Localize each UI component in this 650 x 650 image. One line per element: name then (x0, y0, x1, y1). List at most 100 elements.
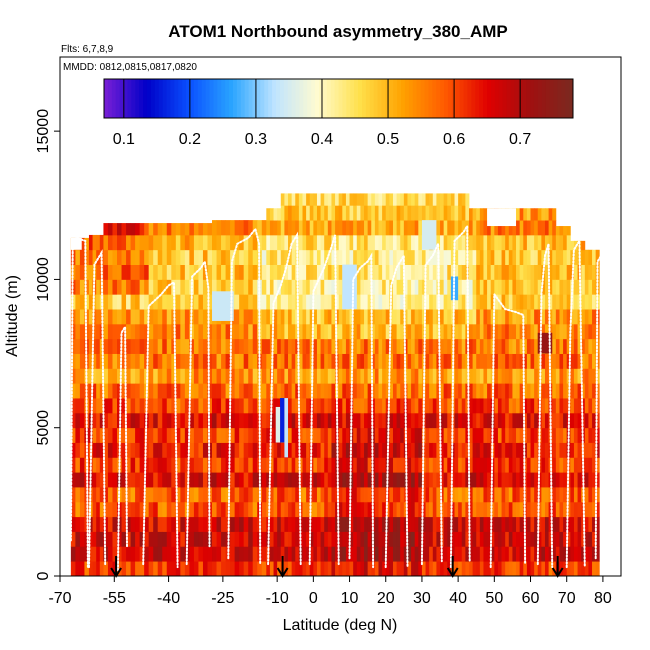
heatmap-cell (512, 234, 517, 251)
heatmap-cell (126, 531, 131, 547)
heatmap-cell (171, 501, 177, 518)
heatmap-cell (212, 412, 217, 429)
colorbar-swatch (498, 79, 504, 118)
heatmap-cell (559, 427, 564, 443)
heatmap-cell (234, 368, 240, 384)
heatmap-cell (112, 398, 118, 414)
heatmap-cell (468, 472, 474, 488)
heatmap-cell (407, 531, 412, 547)
heatmap-cell (298, 561, 303, 576)
heatmap-cell (175, 516, 181, 532)
heatmap-cell (461, 501, 466, 518)
heatmap-cell (584, 368, 589, 384)
heatmap-cell (472, 383, 477, 399)
heatmap-cell (414, 412, 419, 429)
heatmap-cell (487, 249, 492, 265)
heatmap-cell (331, 193, 336, 206)
heatmap-cell (248, 353, 254, 369)
heatmap-cell (526, 531, 531, 547)
heatmap-cell (175, 383, 181, 399)
heatmap-cell (541, 279, 546, 295)
heatmap-cell (400, 294, 405, 310)
heatmap-cell (461, 264, 466, 280)
heatmap-cell (252, 368, 258, 384)
heatmap-cell (180, 487, 186, 503)
heatmap-cell (288, 561, 293, 576)
heatmap-cell (324, 561, 329, 576)
heatmap-cell (595, 427, 600, 443)
heatmap-cell (189, 501, 195, 518)
heatmap-cell (570, 546, 575, 562)
heatmap-cell (112, 427, 118, 443)
colorbar-swatch (526, 79, 531, 118)
heatmap-cell (534, 208, 539, 221)
heatmap-cell (443, 279, 448, 295)
heatmap-cell (175, 294, 181, 310)
colorbar-swatch (506, 79, 511, 118)
heatmap-cell (566, 487, 571, 503)
colorbar-swatch (279, 79, 285, 118)
heatmap-cell (468, 368, 474, 384)
heatmap-cell (153, 516, 159, 532)
heatmap-cell (523, 294, 528, 310)
heatmap-cell (162, 368, 168, 384)
heatmap-cell (490, 516, 495, 532)
heatmap-cell (544, 561, 550, 576)
heatmap-cell (385, 368, 390, 384)
heatmap-cell (107, 294, 113, 310)
heatmap-cell (555, 412, 560, 429)
heatmap-cell (382, 487, 387, 503)
colorbar-swatch (565, 79, 570, 118)
heatmap-cell (552, 208, 557, 221)
heatmap-cell (92, 487, 97, 503)
heatmap-cell (135, 487, 141, 503)
heatmap-cell (252, 412, 258, 429)
heatmap-cell (291, 234, 296, 251)
heatmap-cell (280, 309, 285, 325)
heatmap-cell (505, 457, 510, 473)
heatmap-cell (566, 561, 571, 576)
heatmap-cell (212, 234, 217, 251)
heatmap-cell (139, 561, 145, 576)
heatmap-cell (526, 383, 531, 399)
heatmap-cell (592, 561, 597, 576)
heatmap-cell (476, 516, 481, 532)
heatmap-cell (327, 398, 332, 414)
heatmap-cell (335, 501, 340, 518)
heatmap-cell (389, 487, 394, 503)
heatmap-cell (313, 264, 318, 280)
heatmap-cell (414, 264, 419, 280)
heatmap-cell (534, 442, 539, 458)
heatmap-cell (230, 501, 236, 518)
heatmap-cell (193, 223, 199, 236)
heatmap-cell (476, 323, 481, 340)
heatmap-cell (447, 412, 452, 429)
colorbar-tick-label: 0.6 (443, 131, 465, 148)
heatmap-cell (512, 368, 517, 384)
heatmap-cell (75, 353, 81, 369)
heatmap-cell (198, 531, 204, 547)
heatmap-cell (537, 368, 542, 384)
heatmap-cell (555, 226, 560, 236)
heatmap-cell (392, 412, 397, 429)
heatmap-cell (396, 279, 401, 295)
heatmap-cell (126, 472, 131, 488)
heatmap-cell (273, 234, 278, 251)
heatmap-cell (252, 323, 258, 340)
heatmap-cell (443, 472, 448, 488)
heatmap-cell (403, 309, 408, 325)
heatmap-cell (92, 427, 97, 443)
heatmap-cell (157, 309, 163, 325)
heatmap-cell (356, 472, 361, 488)
heatmap-cell (291, 309, 296, 325)
heatmap-cell (454, 427, 459, 443)
heatmap-cell (501, 398, 506, 414)
heatmap-cell (221, 546, 226, 562)
heatmap-cell (309, 294, 314, 310)
heatmap-cell (277, 398, 282, 414)
heatmap-cell (584, 531, 589, 547)
heatmap-cell (117, 234, 122, 251)
heatmap-cell (559, 368, 564, 384)
colorbar-swatch (217, 79, 222, 118)
heatmap-cell (79, 383, 85, 399)
